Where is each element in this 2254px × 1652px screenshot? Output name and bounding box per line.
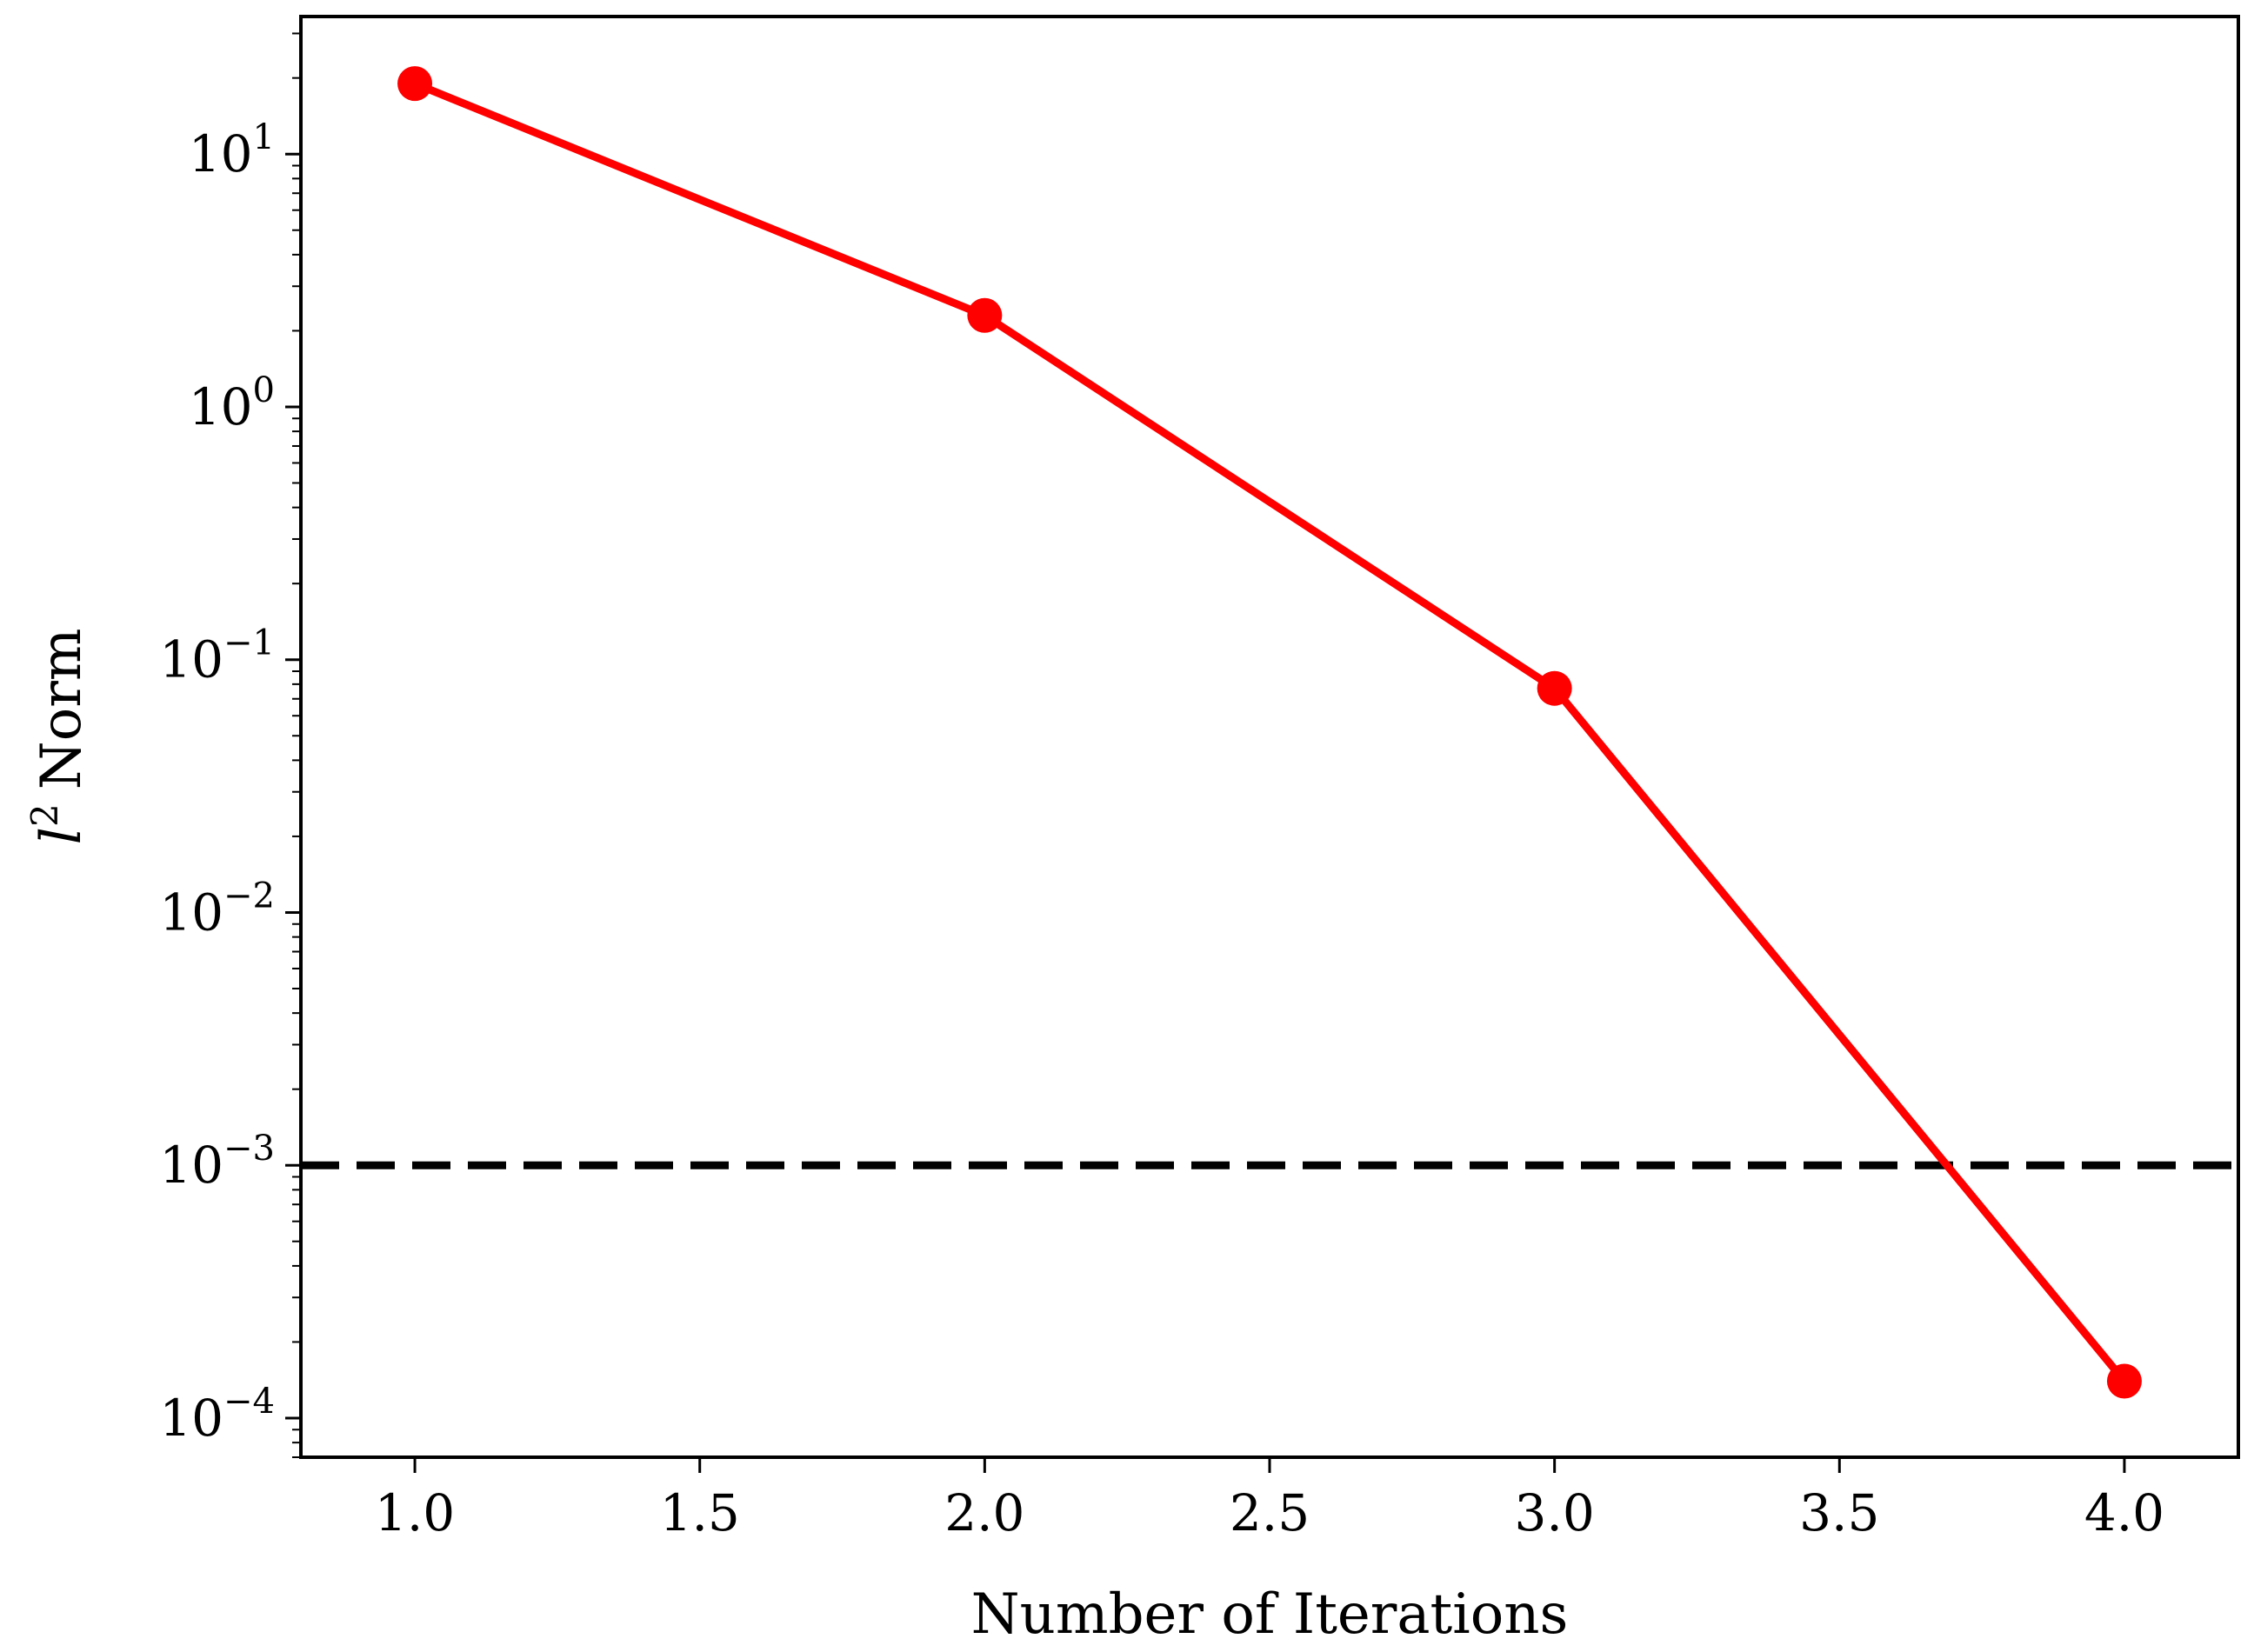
x-tick-label: 1.0 [375,1483,455,1542]
y-tick-label: 10−2 [159,876,275,942]
x-tick-label: 3.5 [1799,1483,1879,1542]
y-tick-label: 10−1 [159,623,275,689]
data-point [1537,670,1572,706]
y-tick-label: 100 [189,370,275,436]
y-tick-labels: 101 100 10−1 10−2 10−3 10−4 [159,117,275,1448]
x-tick-labels: 1.0 1.5 2.0 2.5 3.0 3.5 4.0 [375,1483,2164,1542]
major-ticks [285,152,2126,1473]
series-layer [397,66,2142,1399]
y-axis-label-superscript: 2 [23,803,66,827]
data-point [967,297,1003,333]
y-tick-label: 101 [189,117,275,183]
series-line [410,79,2129,1385]
y-axis-label: l2 Norm [23,628,94,844]
x-axis-label: Number of Iterations [971,1582,1569,1647]
x-tick-label: 4.0 [2084,1483,2164,1542]
y-axis-label-word: Norm [30,628,94,789]
x-tick-label: 1.5 [660,1483,740,1542]
x-tick-label: 2.0 [944,1483,1024,1542]
data-point [397,66,433,102]
y-tick-label: 10−4 [159,1382,275,1448]
y-axis-label-symbol: l [30,827,94,844]
x-tick-label: 2.5 [1230,1483,1310,1542]
x-tick-label: 3.0 [1515,1483,1595,1542]
plot-frame [299,15,2240,1459]
y-tick-label: 10−3 [159,1129,275,1195]
data-point [2106,1363,2142,1399]
